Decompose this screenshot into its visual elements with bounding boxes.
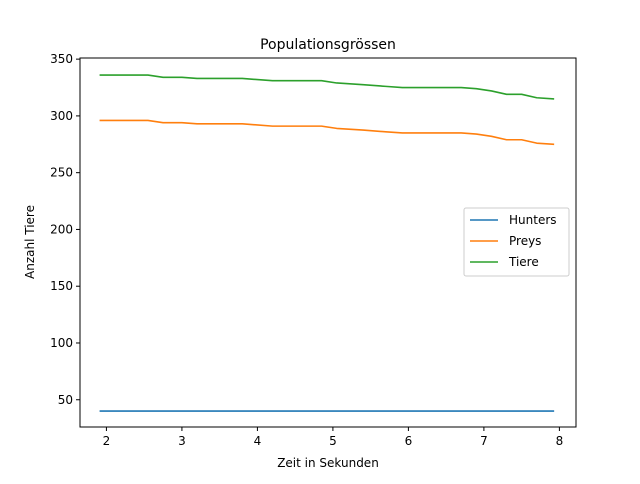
x-tick-label: 4 xyxy=(254,434,262,448)
legend-label-hunters: Hunters xyxy=(509,213,557,227)
legend-box xyxy=(463,207,570,277)
legend: Hunters Preys Tiere xyxy=(463,207,570,277)
y-tick-label: 200 xyxy=(50,222,73,236)
y-tick-label: 150 xyxy=(50,279,73,293)
x-axis-label: Zeit in Sekunden xyxy=(277,456,379,470)
x-tick-label: 5 xyxy=(329,434,337,448)
y-axis-ticks: 50 100 150 200 250 300 350 xyxy=(50,52,80,407)
y-tick-label: 300 xyxy=(50,109,73,123)
x-tick-label: 8 xyxy=(556,434,564,448)
y-tick-label: 350 xyxy=(50,52,73,66)
series-line-tiere xyxy=(99,74,555,100)
legend-entries: Hunters Preys Tiere xyxy=(470,213,557,269)
chart-title: Populationsgrössen xyxy=(260,37,396,53)
x-tick-label: 6 xyxy=(405,434,413,448)
x-tick-label: 3 xyxy=(178,434,186,448)
y-tick-label: 100 xyxy=(50,336,73,350)
plot-frame xyxy=(79,57,577,428)
x-axis-ticks: 2 3 4 5 6 7 8 xyxy=(103,427,564,448)
x-tick-label: 2 xyxy=(103,434,111,448)
series-line-preys xyxy=(99,119,555,146)
legend-label-tiere: Tiere xyxy=(508,255,539,269)
y-tick-label: 250 xyxy=(50,166,73,180)
y-tick-label: 50 xyxy=(58,393,73,407)
y-axis-label: Anzahl Tiere xyxy=(23,205,37,279)
x-tick-label: 7 xyxy=(480,434,488,448)
series-layer xyxy=(99,74,555,412)
legend-label-preys: Preys xyxy=(509,234,541,248)
plot-area: 2 3 4 5 6 7 8 50 100 150 200 250 300 350 xyxy=(50,52,577,448)
